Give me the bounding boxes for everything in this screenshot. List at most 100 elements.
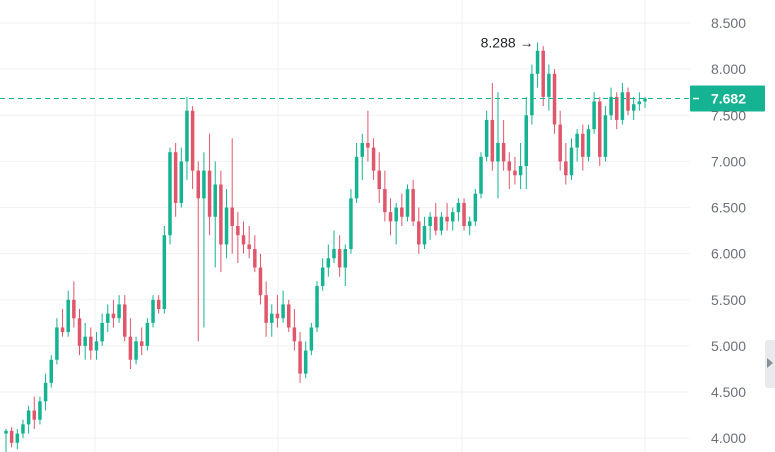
candle — [128, 318, 133, 369]
candle — [145, 318, 150, 351]
candle-body — [247, 244, 251, 250]
candle-body — [473, 193, 478, 222]
candle-body — [496, 142, 500, 162]
candle — [185, 96, 189, 180]
candle-body — [343, 249, 348, 268]
candle-body — [467, 221, 472, 226]
candle — [496, 92, 500, 199]
current-price-badge — [690, 85, 765, 112]
candle-body — [236, 226, 240, 236]
candle — [15, 428, 20, 450]
candle — [388, 198, 393, 236]
candle — [253, 235, 257, 273]
candle-body — [173, 152, 178, 203]
candle-body — [60, 327, 65, 333]
candle — [298, 332, 302, 383]
y-tick-label: 6.000 — [711, 246, 746, 262]
candle-body — [450, 212, 455, 222]
candle — [439, 212, 444, 236]
candle-body — [219, 184, 223, 245]
candle-body — [439, 216, 444, 231]
candle-body — [264, 295, 268, 323]
candle — [202, 152, 206, 328]
candle — [72, 281, 76, 328]
candle — [122, 295, 127, 342]
candle-body — [631, 104, 636, 111]
candle — [134, 336, 138, 365]
candle — [162, 226, 167, 314]
candle-body — [286, 304, 291, 328]
candle — [179, 147, 184, 208]
candle-body — [530, 73, 534, 116]
candle — [219, 170, 223, 273]
candle-body — [292, 327, 297, 342]
candle-body — [598, 101, 602, 157]
candle-body — [202, 170, 206, 199]
candle — [620, 83, 625, 125]
candle — [60, 309, 65, 337]
price-overlays: 7.682 8.288 → — [0, 35, 765, 112]
grid-lines — [0, 0, 690, 452]
candle-body — [196, 170, 201, 199]
candle — [303, 341, 308, 379]
candle — [258, 253, 263, 305]
y-axis: 4.000 4.500 5.000 5.500 6.000 6.500 7.000 7.500… — [711, 15, 746, 446]
candle — [281, 290, 285, 323]
candle-body — [524, 115, 529, 167]
candle — [190, 106, 195, 190]
candle — [156, 295, 161, 314]
candle-body — [462, 202, 466, 226]
candle — [518, 142, 523, 190]
candle — [631, 96, 636, 120]
candle — [530, 64, 534, 125]
candle — [581, 124, 585, 171]
candle-body — [360, 142, 365, 157]
candle — [43, 373, 48, 411]
candle — [236, 212, 240, 263]
candle-body — [326, 258, 331, 268]
candle — [552, 69, 557, 134]
candle — [343, 244, 348, 286]
candle — [66, 290, 70, 337]
candle — [354, 142, 359, 203]
candle-body — [303, 350, 308, 374]
candle-body — [428, 216, 432, 226]
candle-body — [332, 249, 336, 259]
candle-body — [134, 341, 138, 360]
candle-body — [100, 322, 104, 342]
candle — [111, 299, 116, 328]
candle-body — [479, 156, 483, 194]
candle-body — [541, 50, 545, 97]
candle — [337, 235, 342, 277]
candle-body — [422, 226, 427, 245]
candle-body — [558, 124, 562, 162]
candle — [49, 355, 53, 388]
scroll-right-handle[interactable] — [765, 340, 775, 388]
candle — [501, 119, 506, 171]
candle-body — [168, 152, 172, 236]
candle-body — [309, 327, 314, 351]
y-tick-label: 4.000 — [711, 430, 746, 446]
candle — [270, 304, 274, 337]
candle-body — [281, 304, 285, 319]
candle — [535, 42, 540, 88]
candle — [614, 92, 619, 130]
candle — [603, 106, 608, 162]
candle-body — [145, 322, 150, 346]
candle — [524, 96, 529, 190]
candle — [637, 92, 642, 111]
candle-body — [162, 235, 167, 310]
candle-body — [575, 133, 579, 148]
candle — [467, 216, 472, 236]
candle — [213, 161, 217, 268]
candle — [598, 96, 602, 167]
candle-body — [139, 341, 144, 346]
candle — [230, 138, 234, 254]
y-tick-label: 4.500 — [711, 384, 746, 400]
candle-body — [592, 101, 596, 130]
candle-body — [377, 170, 381, 190]
candle-body — [513, 170, 517, 176]
candle-body — [213, 184, 217, 217]
